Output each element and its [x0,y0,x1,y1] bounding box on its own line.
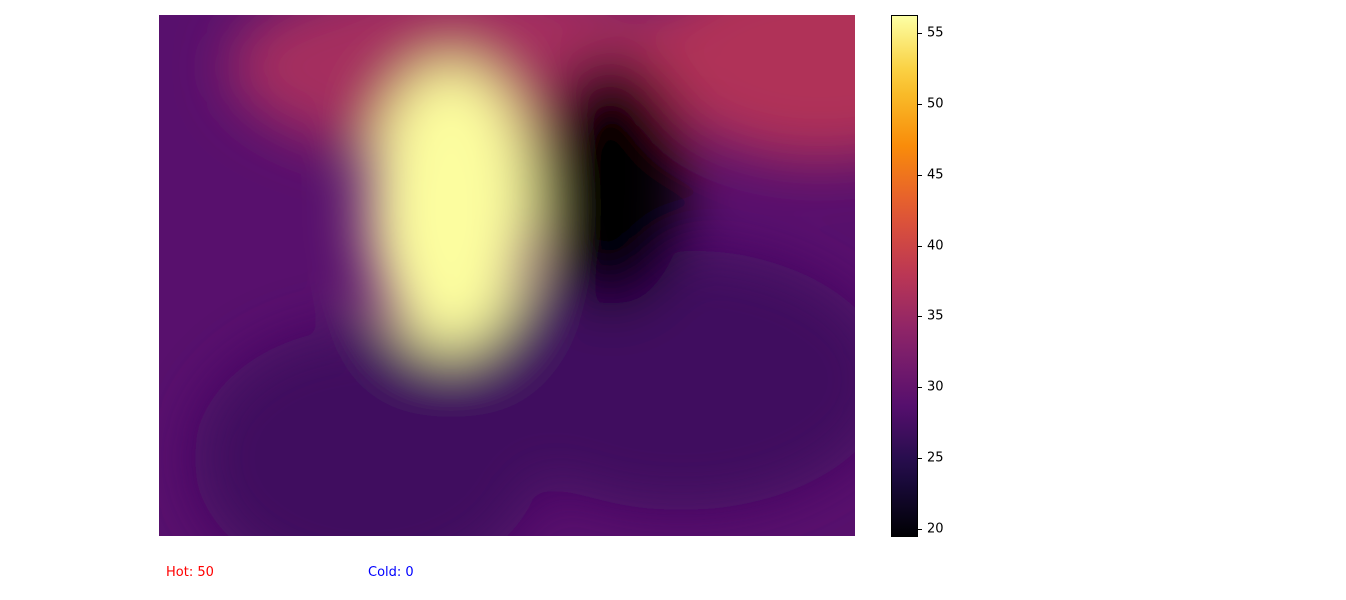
heatmap-region-dark-1 [472,249,855,510]
colorbar-tick [917,245,922,247]
heatmap-core-cold [561,94,662,270]
colorbar-tick-label: 20 [927,521,944,537]
colorbar-tick-label: 55 [927,25,944,41]
colorbar-tick-label: 30 [927,379,944,395]
heatmap-core-hot [397,105,506,310]
colorbar-tick [917,387,922,389]
colorbar [891,15,918,537]
colorbar-tick-label: 35 [927,308,944,324]
hot-readout: Hot: 50 [166,565,214,580]
colorbar-gradient [892,16,917,536]
cold-readout: Cold: 0 [368,565,414,580]
colorbar-tick-label: 40 [927,238,944,254]
colorbar-tick [917,316,922,318]
colorbar-tick-label: 45 [927,167,944,183]
colorbar-tick [917,528,922,530]
colorbar-tick [917,33,922,34]
colorbar-tick [917,103,922,105]
heatmap-region-warm-1 [646,15,855,161]
heatmap-region-dark-0 [193,327,542,536]
heatmap-canvas [159,15,855,536]
thermal-heatmap [159,15,855,536]
colorbar-tick [917,458,922,460]
colorbar-tick-label: 25 [927,450,944,466]
colorbar-tick-label: 50 [927,96,944,112]
colorbar-tick [917,174,922,176]
